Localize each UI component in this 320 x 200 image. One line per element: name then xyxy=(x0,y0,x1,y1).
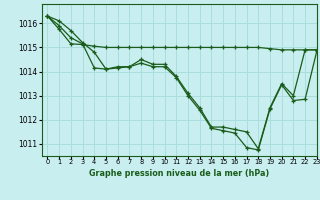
X-axis label: Graphe pression niveau de la mer (hPa): Graphe pression niveau de la mer (hPa) xyxy=(89,169,269,178)
